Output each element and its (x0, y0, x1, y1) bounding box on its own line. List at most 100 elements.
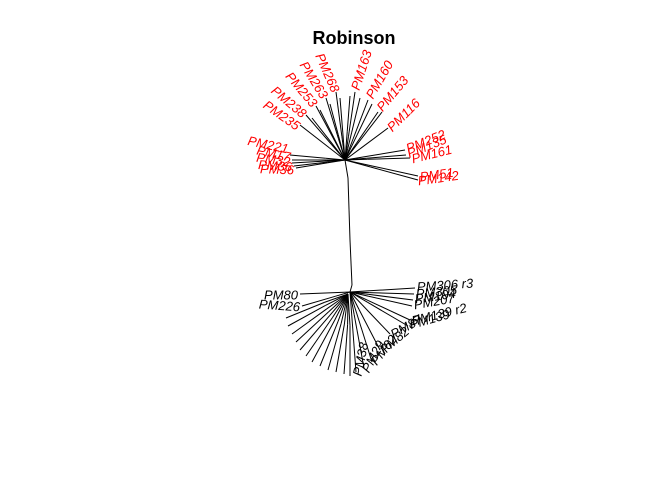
bottom-branch-outer-0 (369, 287, 416, 292)
leaf-label-bottom-10: PM38 (350, 340, 372, 377)
top-fan-inner-4 (344, 131, 348, 161)
top-fan-inner-5 (344, 131, 353, 161)
bottom-branch-outer-2 (368, 293, 414, 301)
bottom-branch-outer-4 (367, 299, 411, 321)
bottom-fan-inner-8 (340, 293, 349, 324)
bottom-branch-inner-11 (334, 291, 351, 294)
bottom-fan-inner-0 (324, 293, 349, 303)
top-branch-outer-18 (295, 162, 328, 169)
top-hub-branch (344, 159, 349, 179)
top-fan-inner-3 (342, 132, 346, 161)
bottom-branch-outer-6 (361, 304, 391, 335)
top-fan-inner-2 (337, 134, 346, 161)
bottom-branch-outer-5 (367, 301, 409, 327)
top-branch-outer-15 (315, 105, 336, 142)
bottom-fan-outer-5 (305, 317, 333, 357)
bottom-branch-inner-5 (349, 291, 368, 303)
top-branch-outer-4 (367, 157, 411, 160)
bottom-fan-outer-10 (343, 324, 349, 375)
top-branch-inner-1 (344, 159, 371, 168)
leaf-label-bottom-2: PM104 (414, 286, 457, 307)
leaf-label-bottom-0: PM306 r3 (416, 275, 474, 294)
leaf-label-bottom-11: PM80 (264, 287, 299, 302)
top-branch-outer-8 (348, 91, 356, 137)
bottom-fan-inner-11 (347, 293, 351, 326)
top-branch-outer-9 (289, 154, 326, 159)
bottom-branch-outer-3 (368, 295, 413, 307)
top-branch-outer-7 (352, 99, 369, 140)
top-fan-inner-1 (333, 137, 346, 161)
top-branch-outer-3 (366, 154, 407, 159)
bottom-branch-outer-7 (358, 309, 381, 351)
top-fan-inner-7 (344, 138, 363, 161)
leaf-label-top-18: PM36 (260, 161, 295, 177)
top-branch-inner-5 (344, 148, 361, 161)
leaf-label-top-12: PM36 (258, 157, 294, 174)
bottom-fan-outer-1 (287, 305, 326, 327)
bottom-fan-inner-3 (328, 293, 349, 313)
bottom-fan-inner-9 (343, 293, 349, 325)
top-fan-outer-7 (361, 111, 383, 139)
trunk-upper (347, 177, 351, 241)
bottom-branch-outer-9 (353, 314, 365, 369)
leaf-label-top-10: PM17 (255, 143, 292, 165)
bottom-branch-inner-6 (349, 291, 363, 305)
trunk-lower (349, 239, 353, 286)
top-branch-outer-17 (335, 91, 343, 137)
dendrogram-branches (285, 91, 419, 376)
bottom-branch-outer-12 (301, 295, 336, 307)
bottom-fan-outer-3 (295, 311, 329, 343)
bottom-fan-outer-7 (319, 321, 339, 367)
bottom-branch-inner-3 (349, 291, 369, 297)
bottom-fan-inner-7 (337, 293, 349, 322)
bottom-branch-outer-10 (351, 315, 357, 373)
bottom-hub-branch (349, 284, 353, 293)
bottom-branch-inner-7 (349, 291, 360, 310)
top-branch-outer-16 (325, 97, 339, 139)
leaf-label-bottom-12: PM226 (258, 297, 301, 315)
top-fan-outer-3 (339, 97, 344, 133)
bottom-fan-inner-1 (324, 293, 349, 307)
bottom-branch-outer-1 (369, 292, 415, 295)
plot-title: Robinson (312, 28, 396, 48)
top-branch-inner-4 (344, 158, 368, 161)
bottom-fan-inner-2 (326, 293, 349, 310)
top-fan-outer-0 (311, 117, 331, 142)
top-branch-outer-0 (370, 165, 419, 177)
bottom-fan-outer-2 (291, 308, 328, 335)
top-branch-outer-2 (365, 149, 406, 157)
top-branch-inner-18 (327, 159, 346, 164)
bottom-branch-outer-8 (356, 312, 373, 363)
top-fan-outer-6 (356, 103, 373, 136)
top-branch-outer-12 (293, 161, 328, 167)
dendrogram-leaf-labels: PM51PM142PM252PM135PM161PM116PM153PM160P… (246, 47, 474, 377)
bottom-branch-outer-11 (299, 292, 336, 295)
leaf-label-top-11: PM32 (255, 150, 291, 170)
bottom-fan-inner-4 (329, 293, 349, 316)
bottom-fan-inner-5 (331, 293, 349, 318)
top-fan-outer-2 (329, 103, 339, 135)
bottom-fan-outer-0 (285, 301, 325, 319)
bottom-fan-outer-6 (311, 319, 336, 363)
top-branch-outer-14 (305, 114, 332, 145)
top-branch-inner-13 (328, 147, 346, 161)
top-branch-outer-11 (291, 160, 327, 164)
top-branch-outer-6 (356, 111, 379, 144)
leaf-label-top-1: PM142 (417, 168, 461, 189)
bottom-branch-inner-10 (349, 291, 353, 317)
bottom-fan-inner-6 (334, 293, 349, 321)
bottom-fan-outer-8 (327, 323, 342, 371)
top-fan-outer-4 (346, 95, 351, 132)
top-fan-inner-6 (344, 134, 358, 161)
leaf-label-top-0: PM51 (419, 165, 455, 185)
bottom-fan-outer-4 (299, 314, 331, 351)
leaf-label-bottom-1: PM305 (415, 282, 458, 301)
leaf-label-bottom-3: PM207 (413, 290, 457, 312)
bottom-fan-outer-9 (335, 323, 345, 373)
bottom-branch-inner-12 (335, 291, 351, 297)
top-fan-inner-0 (329, 140, 346, 161)
top-branch-outer-13 (299, 124, 330, 149)
top-branch-outer-5 (359, 127, 389, 150)
top-fan-outer-1 (319, 109, 335, 138)
